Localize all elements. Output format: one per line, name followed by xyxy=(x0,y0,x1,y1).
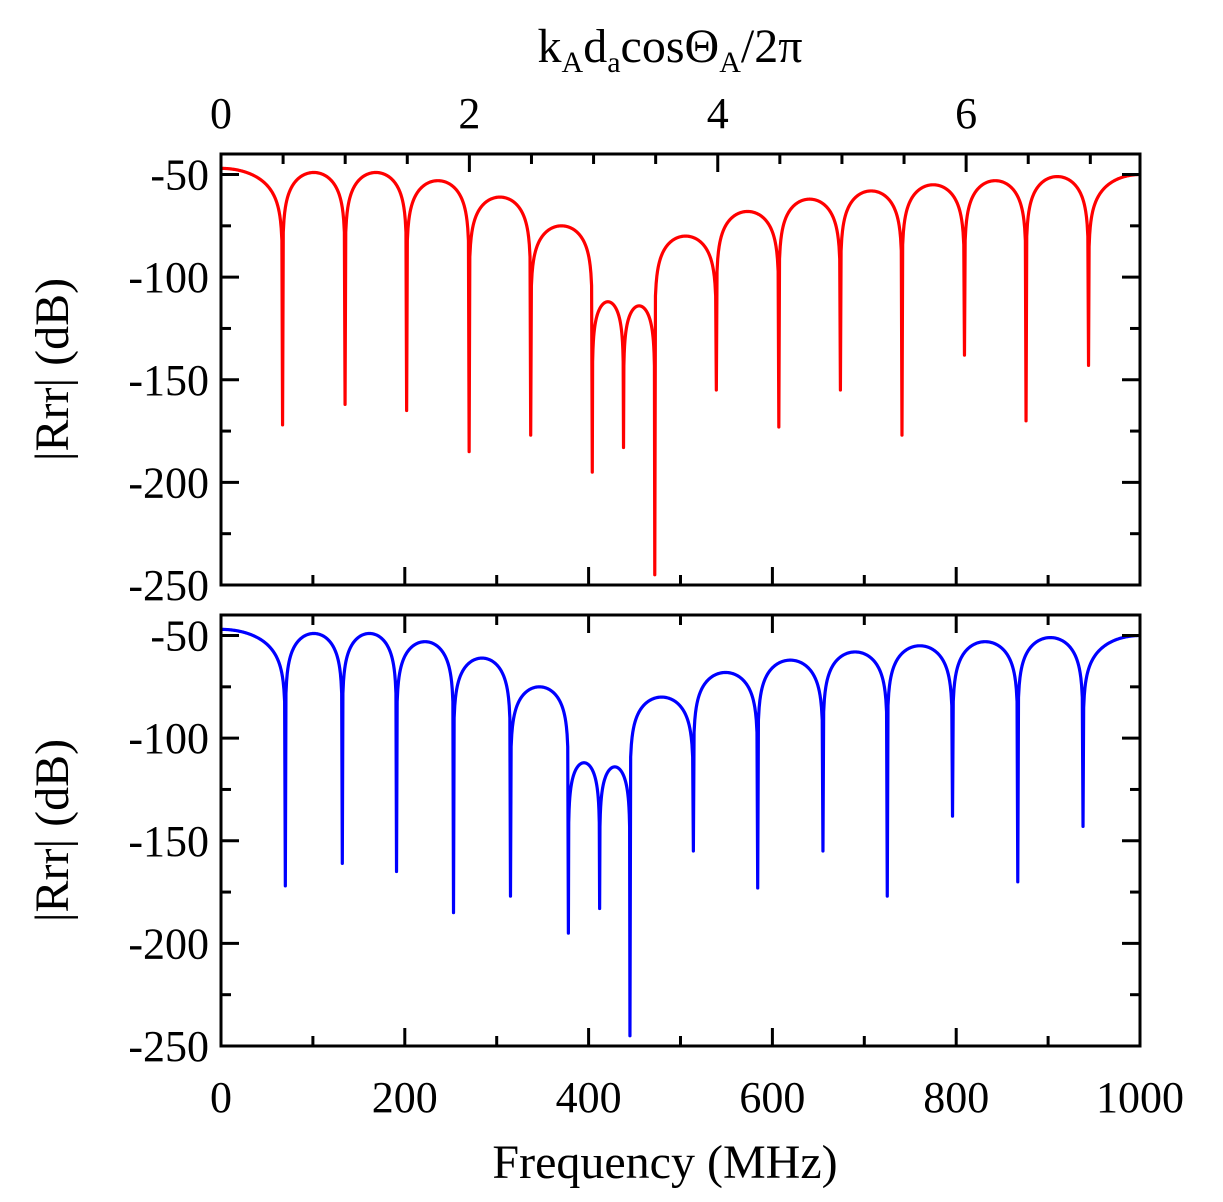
y-tick-label: -50 xyxy=(150,612,209,661)
x-tick-label: 1000 xyxy=(1096,1073,1184,1122)
top-axis-tick-label: 4 xyxy=(707,89,729,138)
panel-top: -50-100-150-200-250|Rrr| (dB)0 2 4 6kAdacos… xyxy=(26,20,1142,610)
plot-frame xyxy=(219,152,1142,587)
top-axis-title-part: k xyxy=(538,20,562,73)
top-axis-title-subscript: a xyxy=(607,46,620,79)
y-tick-label: -150 xyxy=(128,356,209,405)
y-tick-label: -250 xyxy=(128,1022,209,1071)
y-tick-label: -200 xyxy=(128,458,209,507)
top-axis-title-part: /2π xyxy=(741,20,803,73)
top-axis-title-subscript: A xyxy=(719,46,741,79)
plot-frame xyxy=(219,613,1142,1048)
y-tick-label: -150 xyxy=(128,817,209,866)
top-axis-title-part: d xyxy=(583,20,607,73)
top-axis-title-part: cosΘ xyxy=(621,20,720,73)
y-tick-label: -250 xyxy=(128,561,209,610)
y-tick-label: -50 xyxy=(150,151,209,200)
top-axis-title-subscript: A xyxy=(562,46,584,79)
x-tick-label: 400 xyxy=(556,1073,622,1122)
x-tick-label: 800 xyxy=(923,1073,989,1122)
top-axis-title: kAdacosΘA/2π xyxy=(538,20,803,79)
y-tick-label: -100 xyxy=(128,253,209,302)
y-axis-title: |Rrr| (dB) xyxy=(26,739,79,922)
x-tick-label: 600 xyxy=(739,1073,805,1122)
top-axis-tick-label: 0 xyxy=(210,89,232,138)
series-line-blue xyxy=(221,627,1140,1038)
x-axis-title: Frequency (MHz) xyxy=(492,1136,837,1189)
top-axis-tick-label: 2 xyxy=(458,89,480,138)
panel-bottom: -50 -100 -150 -200 -250 |Rrr| (dB) 0 200 400 600 8… xyxy=(26,612,1184,1189)
top-axis-tick-label: 6 xyxy=(955,89,977,138)
x-tick-label: 0 xyxy=(210,1073,232,1122)
y-axis-title: |Rrr| (dB) xyxy=(26,278,79,461)
series-line-red xyxy=(221,166,1140,577)
x-tick-label: 200 xyxy=(372,1073,438,1122)
y-tick-label: -200 xyxy=(128,919,209,968)
y-tick-label: -100 xyxy=(128,714,209,763)
